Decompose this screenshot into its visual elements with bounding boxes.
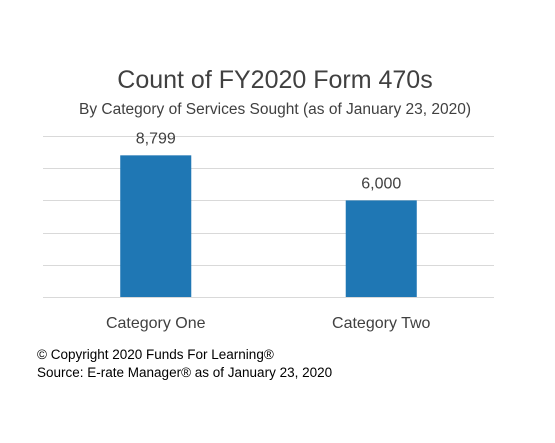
bar (345, 200, 417, 297)
labels: 8,799 Category One 6,000 Category Two (106, 130, 431, 332)
source-note: Source: E-rate Manager® as of January 23… (37, 365, 333, 380)
chart-title: Count of FY2020 Form 470s (117, 66, 432, 94)
data-label: 8,799 (136, 130, 176, 147)
copyright-note: © Copyright 2020 Funds For Learning® (37, 347, 274, 362)
gridlines (43, 136, 494, 298)
bars (120, 155, 417, 297)
data-label: 6,000 (361, 175, 401, 192)
bar (120, 155, 192, 297)
category-label: Category Two (332, 315, 431, 332)
category-label: Category One (106, 315, 206, 332)
chart-subtitle: By Category of Services Sought (as of Ja… (79, 101, 471, 118)
